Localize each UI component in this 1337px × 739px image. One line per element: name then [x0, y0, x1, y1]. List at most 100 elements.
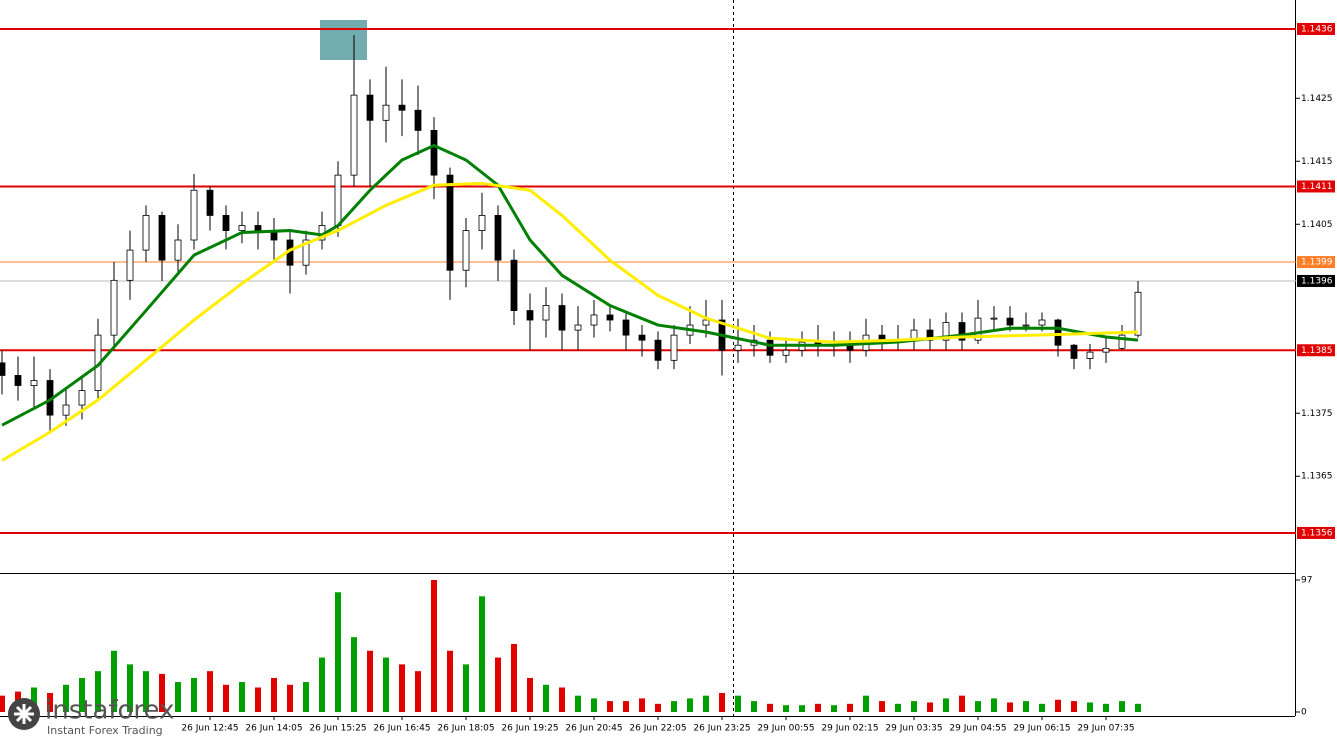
volume-bar [479, 596, 485, 712]
candle-body [542, 305, 550, 321]
volume-bar [767, 703, 773, 712]
highlight-box [320, 20, 367, 60]
volume-bar [383, 657, 389, 712]
y-tick-label: 1.1405 [1301, 220, 1333, 230]
candle-body [638, 334, 646, 341]
x-tick-label: 26 Jun 20:45 [565, 724, 622, 734]
volume-bar [95, 671, 101, 712]
candle-body [62, 404, 70, 416]
candle-body [702, 319, 710, 326]
volume-bar [319, 657, 325, 712]
x-tick-label: 29 Jun 07:35 [1077, 724, 1134, 734]
candle-body [78, 390, 86, 406]
x-tick-label: 29 Jun 00:55 [757, 724, 814, 734]
x-tick-label: 26 Jun 22:05 [629, 724, 686, 734]
watermark: instaforex Instant Forex Trading [8, 696, 174, 737]
volume-bar [47, 692, 53, 712]
candle-body [926, 329, 934, 341]
volume-bar [1023, 701, 1029, 712]
candle-body [334, 174, 342, 226]
y-tick-label: 1.1375 [1301, 409, 1333, 419]
volume-bar [223, 684, 229, 712]
candle-body [30, 380, 38, 386]
volume-bar [959, 695, 965, 712]
volume-bar [799, 705, 805, 712]
volume-tick-label: 97 [1301, 576, 1312, 586]
candle-body [782, 349, 790, 356]
candle-body [590, 314, 598, 326]
volume-bar [687, 698, 693, 712]
volume-bar [303, 682, 309, 712]
volume-bar [895, 703, 901, 712]
volume-bar [463, 664, 469, 712]
volume-bar [655, 703, 661, 712]
candle-body [574, 324, 582, 331]
volume-bar [1007, 702, 1013, 712]
volume-bar [703, 695, 709, 712]
level-label-box [1297, 256, 1335, 269]
candle-body [990, 317, 998, 320]
volume-bar [879, 701, 885, 712]
x-tick-label: 26 Jun 14:05 [245, 724, 302, 734]
volume-bar [975, 701, 981, 712]
candle-body [766, 339, 774, 356]
x-tick-label: 26 Jun 15:25 [309, 724, 366, 734]
volume-bar [1087, 702, 1093, 712]
candle-body [174, 239, 182, 261]
candle-body [398, 104, 406, 111]
volume-bar [639, 698, 645, 712]
candle-body [606, 314, 614, 321]
y-tick-label: 1.1425 [1301, 94, 1333, 104]
brand: instaforex [45, 696, 174, 726]
x-tick-label: 29 Jun 06:15 [1013, 724, 1070, 734]
volume-bar [271, 677, 277, 712]
volume-bar [751, 701, 757, 712]
volume-bar [175, 682, 181, 712]
candle-body [1054, 319, 1062, 346]
candle-body [190, 189, 198, 241]
volume-bar [815, 703, 821, 712]
slogan: Instant Forex Trading [47, 724, 163, 737]
last-price-box [1297, 274, 1335, 287]
volume-bar [527, 677, 533, 712]
level-label: 1.1436 [1301, 24, 1333, 34]
candle-body [382, 104, 390, 121]
x-tick-label: 29 Jun 03:35 [885, 724, 942, 734]
level-label: 1.1356 [1301, 528, 1333, 538]
candle-body [302, 239, 310, 266]
volume-bar [1055, 699, 1061, 712]
candle-body [254, 225, 262, 231]
volume-bar [159, 673, 165, 712]
candle-body [510, 259, 518, 311]
candle-body [430, 130, 438, 176]
volume-bar [127, 664, 133, 712]
level-label-box [1297, 526, 1335, 539]
x-tick-label: 29 Jun 04:55 [949, 724, 1006, 734]
volume-bar [847, 703, 853, 712]
volume-bar [79, 677, 85, 712]
volume-bar [671, 701, 677, 712]
volume-bar [367, 650, 373, 712]
candle-body [478, 215, 486, 231]
volume-bar [255, 687, 261, 712]
x-tick-label: 29 Jun 02:15 [821, 724, 878, 734]
last-price-label: 1.1396 [1301, 276, 1333, 286]
volume-bar [1135, 703, 1141, 712]
volume-bar [399, 664, 405, 712]
volume-bar [287, 684, 293, 712]
volume-bar [1071, 701, 1077, 712]
volume-tick-label: 0 [1301, 708, 1307, 718]
candle-body [1038, 319, 1046, 326]
volume-bar [927, 702, 933, 712]
candle-body [734, 344, 742, 351]
volume-bar [495, 657, 501, 712]
candle-body [670, 334, 678, 361]
candle-body [1006, 317, 1014, 326]
volume-bar [591, 698, 597, 712]
x-tick-label: 26 Jun 18:05 [437, 724, 494, 734]
candle-body [126, 249, 134, 281]
candle-body [1118, 334, 1126, 349]
volume-bar [543, 684, 549, 712]
level-label-box [1297, 180, 1335, 193]
